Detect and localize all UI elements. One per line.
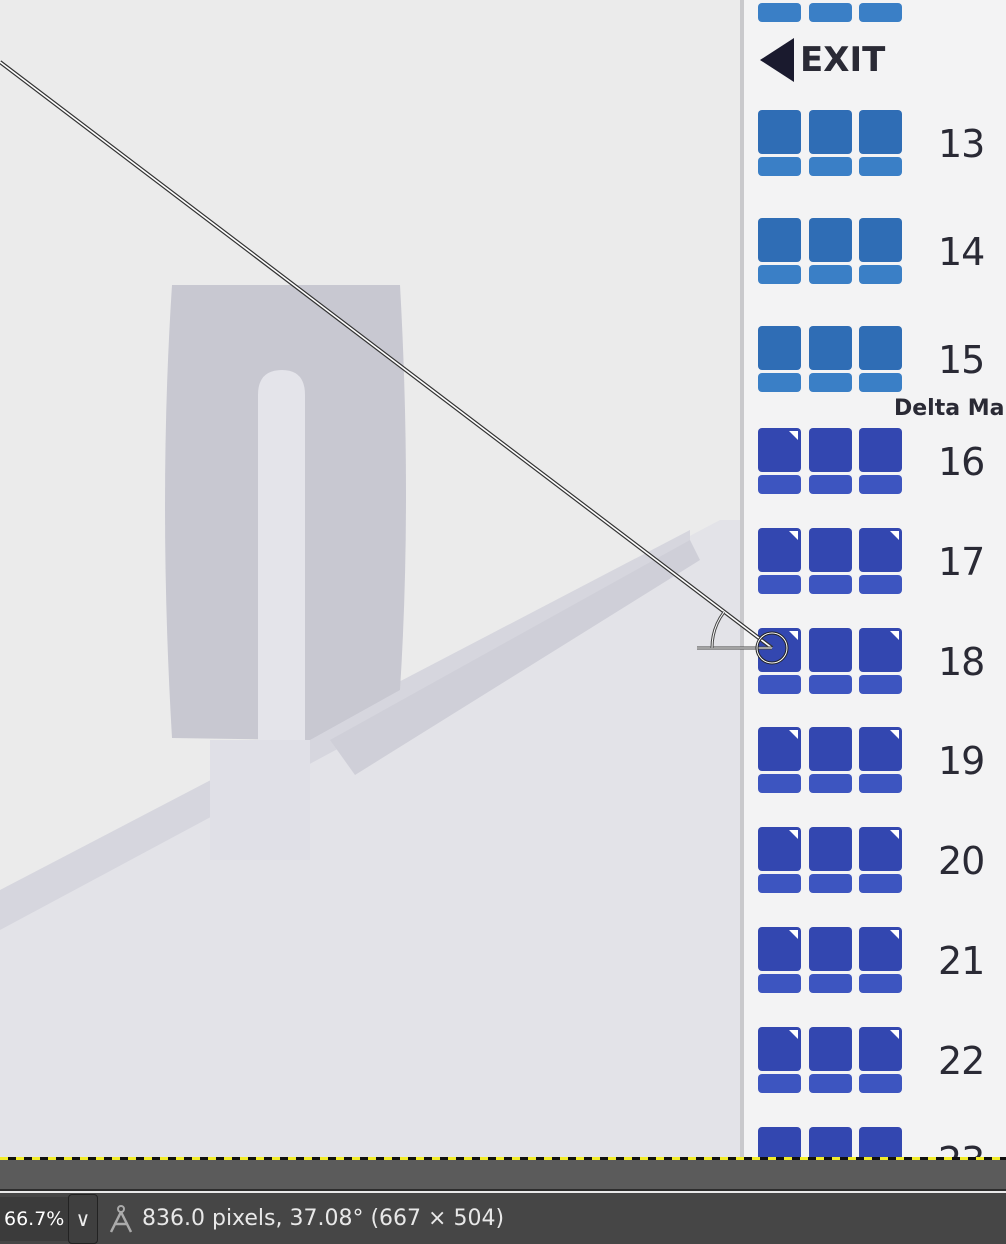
seat[interactable] <box>809 527 852 594</box>
aircraft-illustration <box>0 285 700 930</box>
seat-feature-icon <box>890 530 899 540</box>
seat[interactable] <box>809 428 852 494</box>
seat[interactable] <box>809 326 852 392</box>
seat-feature-icon <box>890 930 899 939</box>
seat-row-15: 15 <box>758 326 1006 394</box>
seat[interactable] <box>809 827 852 894</box>
row-number: 18 <box>938 639 985 684</box>
image-canvas[interactable]: EXIT Delta Ma 13 14 15 16 17 18 19 20 21 22 23 <box>0 0 1006 1158</box>
seat-feature-icon <box>789 431 798 440</box>
seat-feature-icon <box>890 830 899 840</box>
seat[interactable] <box>859 1126 902 1158</box>
seat[interactable] <box>809 1026 852 1093</box>
seat-row-23: 23 <box>758 1126 1006 1158</box>
row-number: 20 <box>938 839 985 884</box>
seat[interactable] <box>809 1126 852 1158</box>
zoom-field[interactable]: 66.7% <box>0 1196 68 1241</box>
seat-feature-icon <box>789 530 798 540</box>
seat-row-14: 14 <box>758 218 1006 286</box>
seat[interactable] <box>859 218 902 284</box>
seat-feature-icon <box>789 730 798 740</box>
seat-row-17: 17 <box>758 527 1006 596</box>
measurement-readout: 836.0 pixels, 37.08° (667 × 504) <box>142 1206 505 1231</box>
seat-row-21: 21 <box>758 927 1006 995</box>
seat-row-18: 18 <box>758 627 1006 696</box>
status-bar: 66.7% ∨ 836.0 pixels, 37.08° (667 × 504) <box>0 1193 1006 1244</box>
row-number: 19 <box>938 739 985 784</box>
seat-feature-icon <box>890 1029 899 1039</box>
seat[interactable] <box>859 326 902 392</box>
seat[interactable] <box>809 110 852 176</box>
seat-feature-icon <box>789 630 798 640</box>
seat[interactable] <box>758 1126 801 1158</box>
row-number: 22 <box>938 1038 985 1083</box>
seat[interactable] <box>758 1026 801 1093</box>
measure-tool-icon <box>109 1204 133 1233</box>
seat[interactable] <box>758 927 801 993</box>
row-number: 21 <box>938 939 985 983</box>
seat[interactable] <box>758 326 801 392</box>
seat-feature-icon <box>789 930 798 939</box>
seat[interactable] <box>758 218 801 284</box>
seat-feature-icon <box>789 830 798 840</box>
seat[interactable] <box>859 827 902 894</box>
row-number: 14 <box>938 230 985 274</box>
seat-row-22: 22 <box>758 1026 1006 1095</box>
seat[interactable] <box>859 527 902 594</box>
seat-row-16: 16 <box>758 428 1006 496</box>
seat[interactable] <box>758 627 801 694</box>
seat[interactable] <box>809 727 852 794</box>
seat[interactable] <box>859 927 902 993</box>
exit-marker: EXIT <box>760 38 885 82</box>
seat-row-20: 20 <box>758 827 1006 895</box>
row-number: 15 <box>938 338 985 382</box>
seat-feature-icon <box>890 630 899 640</box>
seat-row-12 <box>758 0 1006 24</box>
seat[interactable] <box>859 627 902 694</box>
seat[interactable] <box>758 727 801 794</box>
row-number: 13 <box>938 122 985 166</box>
seat[interactable] <box>758 827 801 894</box>
seat[interactable] <box>809 218 852 284</box>
row-number: 16 <box>938 440 985 484</box>
row-number: 17 <box>938 539 985 584</box>
seat[interactable] <box>859 727 902 794</box>
exit-label: EXIT <box>800 40 886 80</box>
seat[interactable] <box>809 927 852 993</box>
zoom-dropdown-chevron-icon[interactable]: ∨ <box>68 1193 98 1244</box>
seat-map-panel: EXIT Delta Ma 13 14 15 16 17 18 19 20 21 22 23 <box>740 0 1006 1158</box>
seat[interactable] <box>758 428 801 494</box>
seat-feature-icon <box>890 730 899 740</box>
seat[interactable] <box>859 1026 902 1093</box>
row-number: 23 <box>938 1139 985 1158</box>
seat[interactable] <box>758 110 801 176</box>
seat[interactable] <box>809 627 852 694</box>
seat-row-19: 19 <box>758 727 1006 795</box>
seat[interactable] <box>859 428 902 494</box>
cabin-label: Delta Ma <box>894 396 1005 421</box>
seat[interactable] <box>758 527 801 594</box>
exit-arrow-icon <box>760 38 794 82</box>
canvas-boundary <box>0 1157 1006 1160</box>
seat[interactable] <box>859 110 902 176</box>
seat-feature-icon <box>789 1029 798 1039</box>
horizontal-scrollbar[interactable] <box>0 1160 1006 1191</box>
seat-row-13: 13 <box>758 110 1006 178</box>
